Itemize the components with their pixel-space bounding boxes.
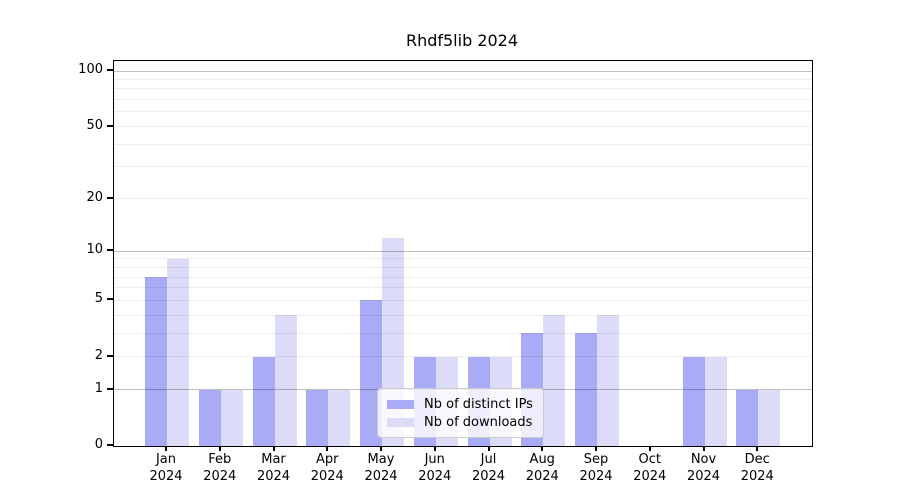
minor-gridline-40 [114,143,812,145]
minor-gridline-20 [114,198,812,200]
minor-gridline-60 [114,111,812,113]
x-tick-aug [541,446,544,451]
x-axis-label-sep: Sep 2024 [579,452,613,484]
x-axis-label-may: May 2024 [364,452,398,484]
bar-downloads [328,389,351,446]
legend: Nb of distinct IPs Nb of downloads [377,388,544,438]
x-axis-label-mar: Mar 2024 [256,452,291,484]
chart-title: Rhdf5lib 2024 [405,31,519,50]
bar-downloads [274,315,297,446]
bar-distinct-ips [682,356,705,446]
minor-gridline-7 [114,276,812,278]
y-tick-50 [107,124,113,127]
minor-gridline-6 [114,287,812,289]
minor-gridline-50 [114,126,812,128]
x-tick-oct [648,446,651,451]
x-axis-label-aug: Aug 2024 [525,452,559,484]
bar-distinct-ips [145,277,167,446]
y-axis-label-2: 2 [94,347,103,363]
x-tick-feb [218,446,221,451]
x-tick-dec [756,446,759,451]
y-tick-20 [107,196,113,199]
x-tick-nov [702,446,705,451]
minor-gridline-4 [114,314,812,316]
minor-gridline-3 [114,332,812,334]
x-axis-label-apr: Apr 2024 [310,452,344,484]
y-tick-0 [107,444,113,446]
minor-gridline-9 [114,258,812,260]
plot-area [113,60,813,447]
x-tick-sep [595,446,597,451]
x-tick-jun [433,446,436,451]
x-axis-label-nov: Nov 2024 [686,452,721,484]
y-axis-label-100: 100 [78,62,103,77]
bar-downloads [704,356,727,446]
x-tick-mar [272,446,275,451]
bar-downloads [543,315,566,446]
bar-distinct-ips [306,389,329,446]
major-gridline-10 [114,250,812,252]
minor-gridline-30 [114,166,812,168]
bar-distinct-ips [736,389,759,446]
x-axis-label-dec: Dec 2024 [740,452,774,484]
minor-gridline-70 [114,99,812,101]
bar-downloads [167,258,189,446]
bar-downloads [597,315,619,446]
y-tick-2 [107,354,113,357]
bar-downloads [758,389,781,446]
x-axis-label-jul: Jul 2024 [471,452,506,484]
x-tick-apr [326,446,329,451]
x-tick-may [380,446,382,451]
y-axis-label-5: 5 [94,291,103,307]
x-tick-jan [165,446,167,451]
y-axis-label-1: 1 [94,380,103,396]
bar-distinct-ips [198,389,221,446]
major-gridline-100 [114,70,812,72]
minor-gridline-5 [114,299,812,301]
y-axis-label-20: 20 [86,189,103,205]
bar-downloads [220,389,243,446]
legend-label-distinct-ips: Nb of distinct IPs [424,396,533,412]
legend-item-distinct-ips: Nb of distinct IPs [387,395,543,413]
y-tick-1 [107,387,113,390]
y-axis-label-0: 0 [94,437,103,452]
y-tick-100 [107,69,113,71]
bar-distinct-ips [360,300,382,446]
x-axis-label-jun: Jun 2024 [418,452,452,484]
x-axis-label-feb: Feb 2024 [203,452,237,484]
x-axis-label-oct: Oct 2024 [633,452,667,484]
legend-swatch-downloads [387,417,414,427]
bar-distinct-ips [575,333,597,446]
minor-gridline-80 [114,88,812,90]
minor-gridline-8 [114,266,812,268]
x-axis-label-jan: Jan 2024 [149,452,183,484]
y-tick-10 [107,249,113,252]
bar-distinct-ips [252,356,275,446]
legend-swatch-distinct-ips [387,399,414,409]
x-tick-jul [487,446,490,451]
legend-item-downloads: Nb of downloads [387,413,543,431]
y-axis-label-10: 10 [86,242,103,258]
legend-label-downloads: Nb of downloads [424,414,533,430]
y-axis-label-50: 50 [86,117,103,133]
y-tick-5 [107,298,113,301]
minor-gridline-90 [114,78,812,80]
